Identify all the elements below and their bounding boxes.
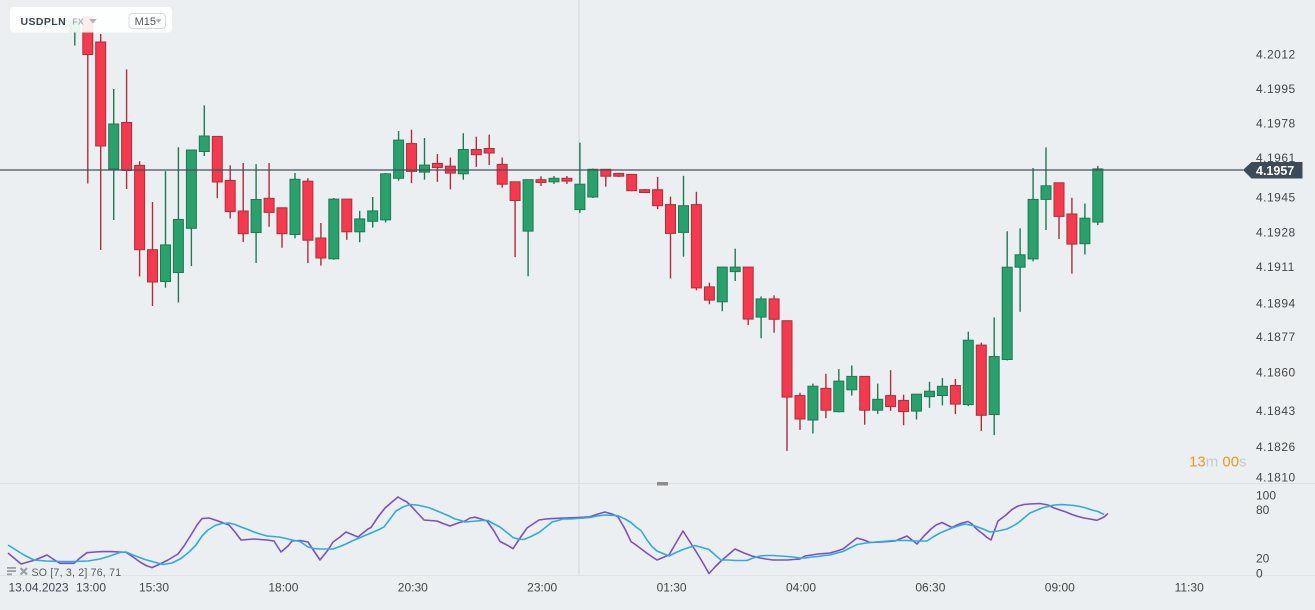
svg-text:4.1978: 4.1978 (1256, 117, 1296, 131)
svg-text:4.1826: 4.1826 (1256, 440, 1296, 454)
svg-text:100: 100 (1256, 488, 1276, 502)
svg-text:13.04.2023: 13.04.2023 (8, 581, 68, 595)
svg-text:18:00: 18:00 (268, 581, 298, 595)
svg-text:4.1911: 4.1911 (1256, 260, 1295, 274)
svg-text:4.1877: 4.1877 (1256, 330, 1296, 344)
svg-text:4.1894: 4.1894 (1256, 296, 1296, 310)
svg-text:80: 80 (1256, 503, 1270, 517)
svg-text:23:00: 23:00 (527, 581, 557, 595)
svg-text:4.1810: 4.1810 (1256, 470, 1296, 484)
svg-text:13:00: 13:00 (76, 581, 106, 595)
svg-text:4.1945: 4.1945 (1256, 190, 1296, 204)
svg-text:09:00: 09:00 (1045, 581, 1075, 595)
svg-text:15:30: 15:30 (139, 581, 169, 595)
svg-text:4.1961: 4.1961 (1256, 151, 1296, 165)
svg-text:SO [7, 3, 2] 76, 71: SO [7, 3, 2] 76, 71 (32, 567, 122, 579)
svg-text:M15: M15 (135, 16, 156, 28)
svg-text:0: 0 (1256, 566, 1263, 580)
svg-text:4.1928: 4.1928 (1256, 225, 1296, 239)
svg-text:20:30: 20:30 (398, 581, 428, 595)
svg-text:4.1860: 4.1860 (1256, 366, 1296, 380)
svg-text:13m 00s: 13m 00s (1189, 454, 1247, 471)
svg-text:4.1843: 4.1843 (1256, 404, 1296, 418)
svg-text:20: 20 (1256, 551, 1270, 565)
svg-text:01:30: 01:30 (657, 581, 687, 595)
svg-text:4.2012: 4.2012 (1256, 48, 1296, 62)
svg-text:FX: FX (72, 17, 83, 27)
svg-text:06:30: 06:30 (915, 581, 945, 595)
svg-text:4.1995: 4.1995 (1256, 82, 1296, 96)
svg-text:4.1957: 4.1957 (1256, 164, 1294, 178)
svg-text:04:00: 04:00 (786, 581, 816, 595)
svg-text:11:30: 11:30 (1175, 581, 1204, 595)
svg-text:USDPLN: USDPLN (21, 16, 67, 28)
